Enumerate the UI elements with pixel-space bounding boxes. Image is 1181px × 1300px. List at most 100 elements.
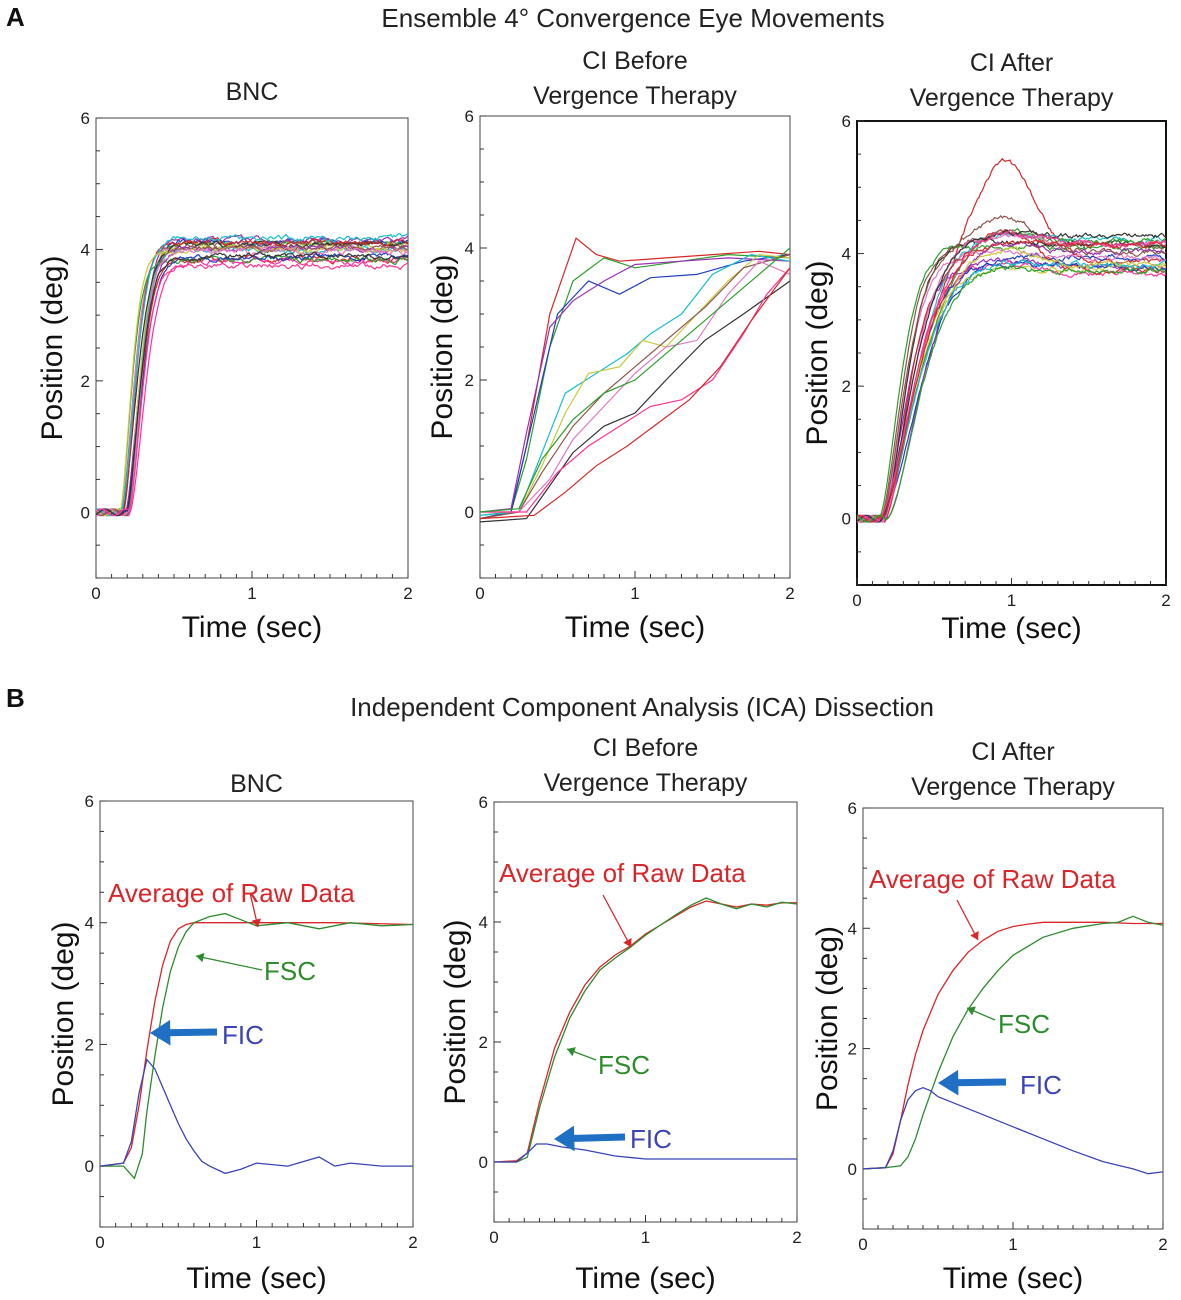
y-tick-label: 2 xyxy=(81,372,90,391)
x-tick-label: 0 xyxy=(91,584,100,603)
series-line-fsc xyxy=(863,915,1163,1170)
fic-label: FIC xyxy=(630,1124,672,1154)
chart-title-line: CI After xyxy=(971,738,1054,766)
y-axis-label: Position (deg) xyxy=(811,926,844,1111)
raw-data-label: Average of Raw Data xyxy=(869,864,1116,894)
x-tick-label: 2 xyxy=(403,584,412,603)
y-tick-label: 6 xyxy=(81,109,90,128)
series-line-trace-7 xyxy=(857,230,1166,523)
series-line-trace-20 xyxy=(96,260,408,517)
series-line-trace-9 xyxy=(857,237,1166,523)
y-axis-label: Position (deg) xyxy=(47,921,80,1106)
x-tick-label: 0 xyxy=(95,1233,104,1252)
series-line-trace-11 xyxy=(857,228,1166,523)
plot-frame xyxy=(856,120,1167,586)
fic-arrow xyxy=(165,1028,218,1037)
series-line-fic xyxy=(100,1058,413,1175)
fsc-label: FSC xyxy=(998,1009,1050,1039)
chart-title-line: BNC xyxy=(230,770,283,798)
chart-title: BNC xyxy=(230,770,283,798)
series-group xyxy=(863,915,1163,1175)
y-tick-label: 4 xyxy=(465,239,474,258)
x-axis-label: Time (sec) xyxy=(941,612,1082,645)
y-axis-label: Position (deg) xyxy=(426,254,459,439)
series-line-fic xyxy=(494,1143,797,1163)
series-line-fsc xyxy=(494,897,797,1163)
y-tick-label: 2 xyxy=(85,1035,94,1054)
raw-data-arrowhead xyxy=(970,931,979,940)
fic-arrow xyxy=(953,1078,1007,1087)
fsc-label: FSC xyxy=(598,1050,650,1080)
chart-title: CI After Vergence Therapy xyxy=(910,49,1114,112)
series-line-trace-1 xyxy=(96,253,408,517)
y-tick-label: 6 xyxy=(848,799,857,818)
y-tick-label: 2 xyxy=(842,377,851,396)
fic-arrowhead xyxy=(554,1125,575,1152)
series-line-trace-5 xyxy=(857,231,1166,523)
series-line-trace-19 xyxy=(857,229,1166,523)
series-line-t4 xyxy=(480,257,790,513)
series-line-trace-12 xyxy=(96,254,408,517)
chart-title-line: Vergence Therapy xyxy=(910,84,1114,112)
raw-data-arrow xyxy=(602,894,632,948)
series-line-trace-17 xyxy=(857,214,1166,523)
x-tick-label: 1 xyxy=(630,584,639,603)
chart-title: CI Before Vergence Therapy xyxy=(544,734,748,797)
series-line-trace-3 xyxy=(857,252,1166,523)
series-line-trace-15 xyxy=(857,259,1166,523)
chart-b1: BNC 0 1 2 0 2 4 6 Time (sec) Position (deg) Averag… xyxy=(47,770,418,1295)
x-tick-label: 2 xyxy=(792,1228,801,1247)
y-tick-label: 0 xyxy=(81,503,90,522)
series-line-t2 xyxy=(480,253,790,516)
plots-container: BNC 0 1 2 0 2 4 6 Time (sec) Position (deg) CI Bef… xyxy=(36,47,1171,1295)
fic-arrow xyxy=(569,1133,626,1143)
series-line-fsc xyxy=(100,912,413,1180)
x-tick-label: 1 xyxy=(1008,1235,1017,1254)
fsc-arrowhead xyxy=(967,1006,976,1016)
x-tick-label: 2 xyxy=(1161,591,1170,610)
y-tick-label: 4 xyxy=(85,914,94,933)
x-tick-label: 1 xyxy=(247,584,256,603)
chart-a2: CI Before Vergence Therapy 0 1 2 0 2 4 6 Time (se… xyxy=(426,47,795,644)
y-tick-label: 0 xyxy=(465,503,474,522)
series-line-trace-14 xyxy=(857,241,1166,523)
fsc-arrowhead xyxy=(196,952,205,963)
series-line-trace-18 xyxy=(857,233,1166,523)
fic-arrowhead xyxy=(150,1019,171,1046)
series-line-t1 xyxy=(480,237,790,520)
series-line-raw xyxy=(494,900,797,1163)
x-tick-label: 0 xyxy=(852,591,861,610)
panel-b-title: Independent Component Analysis (ICA) Dis… xyxy=(350,692,934,722)
y-tick-label: 6 xyxy=(465,107,474,126)
raw-data-label: Average of Raw Data xyxy=(108,878,355,908)
panel-b-label: B xyxy=(6,683,25,713)
chart-title-line: BNC xyxy=(226,78,279,106)
chart-title: BNC xyxy=(226,78,279,106)
y-tick-label: 4 xyxy=(81,240,90,259)
y-tick-label: 2 xyxy=(848,1040,857,1059)
chart-a1: BNC 0 1 2 0 2 4 6 Time (sec) Position (deg) xyxy=(36,78,413,644)
chart-title: CI Before Vergence Therapy xyxy=(533,47,737,110)
y-axis-label: Position (deg) xyxy=(36,255,69,440)
series-line-t5 xyxy=(480,253,790,516)
series-line-trace-22 xyxy=(857,264,1166,523)
series-line-fic xyxy=(863,1086,1163,1175)
series-line-raw xyxy=(863,921,1163,1170)
y-axis-label: Position (deg) xyxy=(439,919,472,1104)
chart-b3: CI After Vergence Therapy 0 1 2 0 2 4 6 Time (sec… xyxy=(811,738,1168,1295)
x-axis-label: Time (sec) xyxy=(943,1262,1084,1295)
x-tick-label: 2 xyxy=(1158,1235,1167,1254)
series-line-t9 xyxy=(480,280,790,523)
series-group xyxy=(857,157,1166,523)
series-line-t12 xyxy=(480,247,790,513)
x-tick-label: 0 xyxy=(489,1228,498,1247)
x-tick-label: 1 xyxy=(641,1228,650,1247)
y-tick-label: 6 xyxy=(479,793,488,812)
x-tick-label: 1 xyxy=(1007,591,1016,610)
y-tick-label: 2 xyxy=(465,371,474,390)
chart-title-line: CI Before xyxy=(593,734,699,762)
y-tick-label: 6 xyxy=(85,792,94,811)
panel-a-label: A xyxy=(6,2,25,32)
series-group xyxy=(480,237,790,523)
